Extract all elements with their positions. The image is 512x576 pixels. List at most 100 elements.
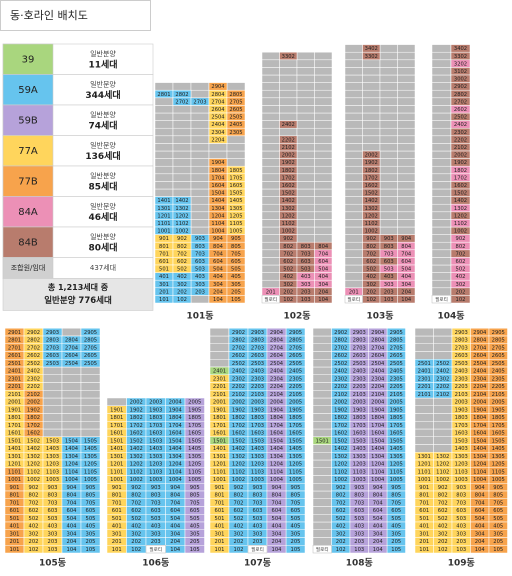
unit-label: 2605 bbox=[289, 353, 302, 359]
unit-label: 1304 bbox=[473, 454, 487, 460]
unit-label: 2102 bbox=[282, 145, 295, 151]
unit-label: 1105 bbox=[492, 469, 505, 475]
blank-cell bbox=[379, 173, 398, 182]
unit-label: 2504 bbox=[473, 361, 487, 367]
blank-cell bbox=[379, 120, 398, 129]
unit-label: 103 bbox=[354, 547, 364, 553]
blank-cell bbox=[433, 335, 453, 344]
blank-cell bbox=[431, 82, 452, 91]
unit-label: 502 bbox=[234, 516, 244, 522]
unit-label: 504 bbox=[170, 516, 181, 522]
unit-label: 1302 bbox=[454, 206, 467, 212]
unit-label: 403 bbox=[195, 274, 205, 280]
blank-cell bbox=[414, 335, 434, 344]
unit-label: 204 bbox=[170, 539, 181, 545]
unit-label: 901 bbox=[215, 485, 225, 491]
unit-label: 2605 bbox=[390, 353, 403, 359]
unit-label: 1303 bbox=[251, 454, 264, 460]
blank-cell bbox=[172, 181, 192, 190]
unit-label: 101 bbox=[112, 547, 122, 553]
unit-label: 1605 bbox=[492, 431, 505, 437]
blank-cell bbox=[154, 105, 174, 114]
blank-cell bbox=[42, 382, 63, 391]
blank-cell bbox=[344, 234, 363, 243]
blank-cell bbox=[314, 135, 333, 144]
unit-label: 2405 bbox=[229, 122, 242, 128]
pilotis-cell bbox=[312, 545, 332, 554]
unit-label: 802 bbox=[131, 493, 141, 499]
blank-cell bbox=[312, 351, 332, 360]
unit-label: 2604 bbox=[211, 107, 225, 113]
unit-label: 104 bbox=[213, 297, 224, 303]
blank-cell bbox=[431, 173, 452, 182]
unit-label: 1002 bbox=[454, 229, 467, 235]
blank-cell bbox=[172, 173, 192, 182]
unit-label: 1903 bbox=[455, 407, 468, 413]
blank-cell bbox=[414, 428, 434, 437]
blank-cell bbox=[312, 475, 332, 484]
unit-label: 2904 bbox=[270, 330, 284, 336]
unit-label: 203 bbox=[301, 289, 311, 295]
unit-label: 2703 bbox=[455, 345, 468, 351]
unit-label: 802 bbox=[177, 244, 187, 250]
blank-cell bbox=[344, 158, 363, 167]
unit-label: 2505 bbox=[390, 361, 403, 367]
blank-cell bbox=[279, 82, 298, 91]
unit-label: 1905 bbox=[390, 407, 403, 413]
unit-label: 1102 bbox=[27, 469, 40, 475]
unit-label: 302 bbox=[234, 531, 244, 537]
blank-cell bbox=[190, 188, 210, 197]
unit-label: 1203 bbox=[455, 462, 468, 468]
blank-cell bbox=[431, 264, 452, 273]
blank-cell bbox=[362, 135, 381, 144]
blank-cell bbox=[344, 241, 363, 251]
blank-cell bbox=[397, 135, 416, 144]
unit-label: 2501 bbox=[8, 361, 21, 367]
unit-cell bbox=[450, 173, 471, 182]
unit-label: 1104 bbox=[473, 469, 487, 475]
unit-label: 2505 bbox=[492, 361, 505, 367]
blank-cell bbox=[261, 203, 280, 213]
blank-cell bbox=[379, 143, 398, 152]
blank-cell bbox=[296, 127, 315, 137]
unit-label: 201 bbox=[112, 539, 122, 545]
blank-cell bbox=[312, 490, 332, 499]
unit-label: 1003 bbox=[455, 477, 468, 483]
unit-label: 102 bbox=[234, 547, 244, 553]
unit-label: 1304 bbox=[371, 454, 385, 460]
blank-cell bbox=[296, 226, 315, 235]
unit-label: 202 bbox=[131, 539, 141, 545]
unit-label: 1705 bbox=[229, 175, 242, 181]
unit-label: 1105 bbox=[289, 469, 302, 475]
unit-label: 804 bbox=[213, 244, 224, 250]
unit-label: 504 bbox=[213, 267, 224, 273]
unit-label: 2301 bbox=[213, 376, 226, 382]
pilotis-cell bbox=[431, 295, 452, 304]
unit-label: 205 bbox=[291, 539, 301, 545]
blank-cell bbox=[190, 295, 210, 304]
unit-label: 303 bbox=[301, 282, 311, 288]
blank-cell bbox=[190, 181, 210, 190]
unit-label: 205 bbox=[86, 539, 96, 545]
legend-count: 85세대 bbox=[88, 181, 117, 193]
unit-label: 401 bbox=[112, 524, 122, 530]
blank-cell bbox=[226, 150, 246, 159]
blank-cell bbox=[61, 397, 82, 406]
blank-cell bbox=[431, 234, 452, 243]
unit-label: 1403 bbox=[149, 446, 162, 452]
unit-label: 1605 bbox=[289, 431, 302, 437]
blank-cell bbox=[279, 67, 298, 76]
unit-label: 2305 bbox=[390, 376, 403, 382]
blank-cell bbox=[414, 351, 434, 360]
unit-label: 603 bbox=[151, 508, 161, 514]
unit-label: 901 bbox=[159, 236, 169, 242]
unit-label: 1203 bbox=[353, 462, 366, 468]
blank-cell bbox=[279, 105, 298, 114]
unit-label: 702 bbox=[29, 500, 39, 506]
blank-cell bbox=[433, 351, 453, 360]
blank-cell bbox=[172, 127, 192, 137]
blank-cell bbox=[312, 359, 332, 368]
unit-label: 2302 bbox=[436, 376, 449, 382]
blank-cell bbox=[344, 67, 363, 76]
unit-label: 2805 bbox=[390, 338, 403, 344]
